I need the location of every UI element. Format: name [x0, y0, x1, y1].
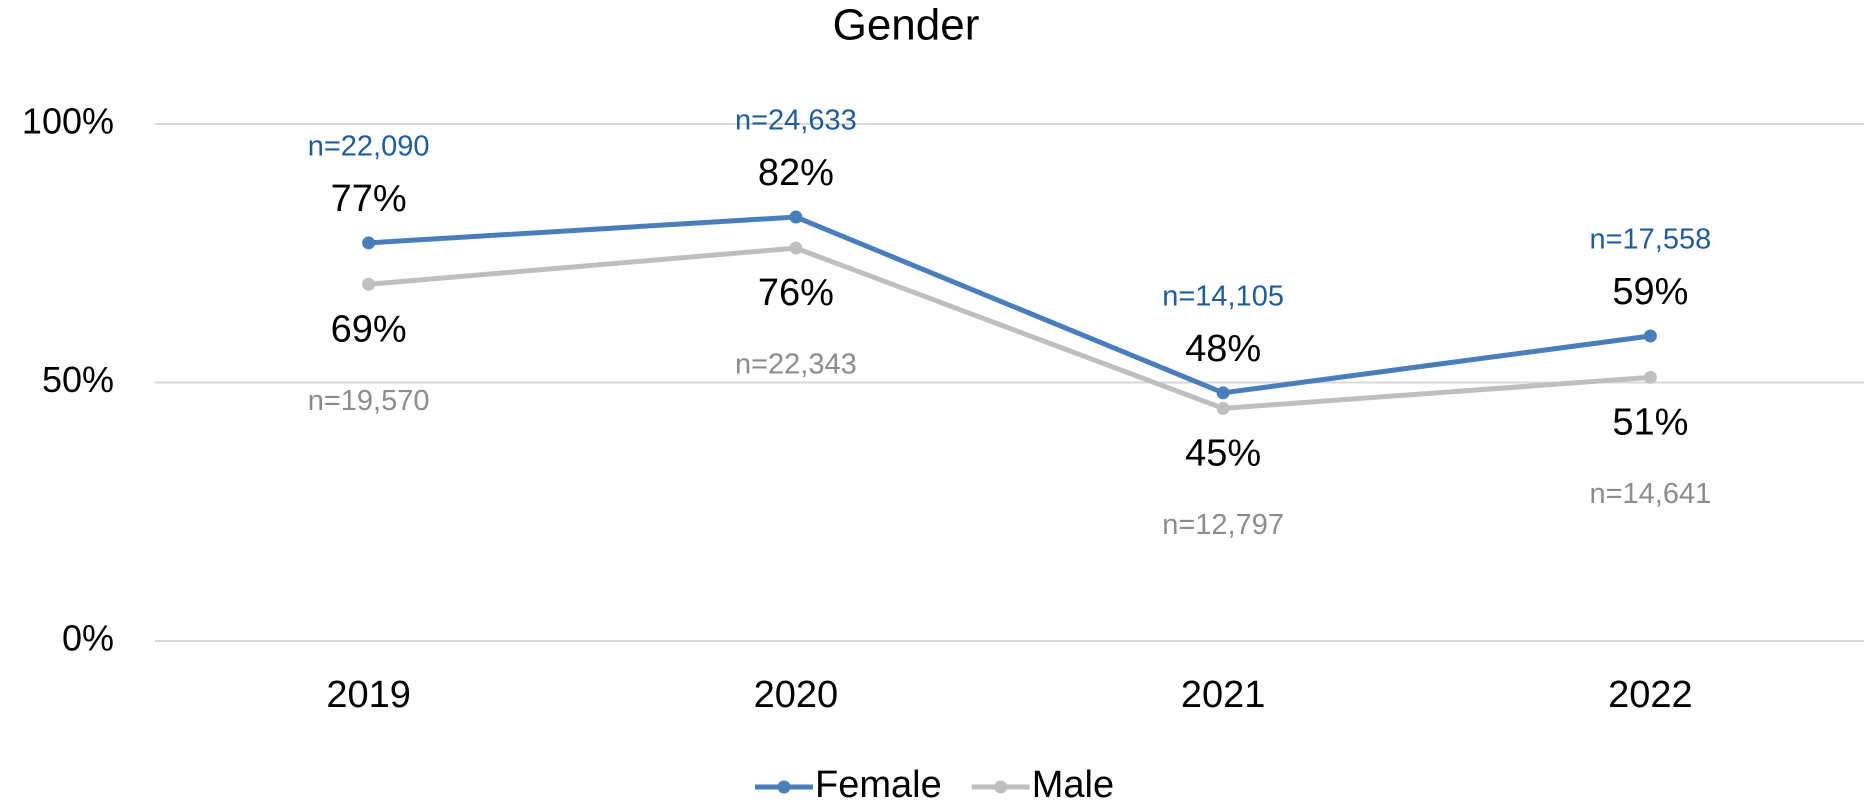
point [1216, 386, 1230, 400]
n-label: n=22,343 [735, 349, 857, 381]
value-label: 69% [331, 308, 407, 350]
value-label: 76% [758, 272, 834, 314]
n-label: n=19,570 [308, 385, 430, 417]
x-tick-label: 2022 [1608, 674, 1693, 716]
point [1643, 329, 1657, 343]
n-label: n=17,558 [1589, 224, 1711, 256]
legend-marker [777, 780, 791, 794]
x-tick-label: 2020 [754, 674, 839, 716]
legend-label: Male [1032, 764, 1114, 806]
point [1216, 401, 1230, 415]
y-tick-label: 0% [62, 618, 114, 659]
value-label: 48% [1185, 328, 1261, 370]
n-label: n=12,797 [1162, 509, 1284, 541]
chart-title: Gender [833, 1, 980, 50]
series-line [368, 245, 1651, 411]
point [789, 241, 803, 255]
legend-label: Female [815, 764, 942, 806]
value-label: 82% [758, 152, 834, 194]
n-label: n=14,105 [1162, 280, 1284, 312]
value-label: 51% [1612, 401, 1688, 443]
point [362, 236, 376, 250]
n-label: n=22,090 [308, 131, 430, 163]
series-line [368, 214, 1651, 396]
y-tick-label: 50% [42, 359, 114, 400]
n-label: n=24,633 [735, 105, 857, 137]
x-tick-label: 2019 [326, 674, 411, 716]
x-tick-label: 2021 [1181, 674, 1266, 716]
point [789, 210, 803, 224]
point [1643, 370, 1657, 384]
value-label: 59% [1612, 271, 1688, 313]
n-label: n=14,641 [1589, 478, 1711, 510]
y-tick-label: 100% [22, 101, 114, 142]
value-label: 45% [1185, 432, 1261, 474]
value-label: 77% [331, 178, 407, 220]
legend-marker [994, 780, 1008, 794]
point [362, 277, 376, 291]
